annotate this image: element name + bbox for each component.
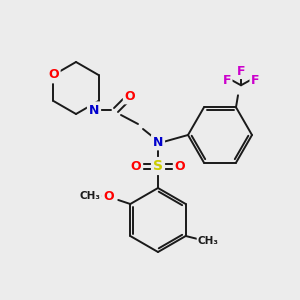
Text: F: F (223, 74, 231, 87)
Text: F: F (237, 65, 245, 78)
Text: O: O (131, 160, 141, 172)
Text: O: O (175, 160, 185, 172)
Text: O: O (103, 190, 114, 202)
Text: O: O (125, 89, 135, 103)
Text: N: N (153, 136, 163, 148)
Text: O: O (48, 68, 59, 82)
Text: N: N (89, 103, 99, 116)
Text: F: F (251, 74, 259, 87)
Text: S: S (153, 159, 163, 173)
Text: CH₃: CH₃ (197, 236, 218, 246)
Text: CH₃: CH₃ (80, 191, 101, 201)
Text: N: N (89, 103, 99, 116)
